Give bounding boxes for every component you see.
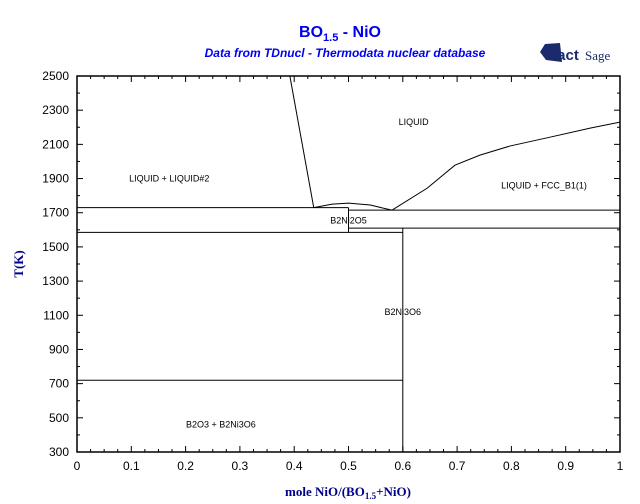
y-tick-label: 1900: [42, 172, 69, 186]
y-tick-label: 1300: [42, 274, 69, 288]
x-tick-label: 0.9: [557, 459, 574, 473]
y-tick-label: 700: [49, 377, 69, 391]
chart-title: BO1.5 - NiO: [299, 24, 381, 44]
plot-frame: [76, 75, 621, 453]
y-tick-label: 500: [49, 411, 69, 425]
x-tick-label: 0: [74, 459, 81, 473]
y-tick-label: 300: [49, 445, 69, 459]
y-tick-label: 2500: [42, 69, 69, 83]
x-tick-label: 1: [617, 459, 624, 473]
phase-label: B2Ni2O5: [330, 215, 367, 225]
phase-label: LIQUID + LIQUID#2: [129, 174, 209, 184]
y-tick-label: 900: [49, 342, 69, 356]
x-tick-label: 0.7: [449, 459, 466, 473]
phase-boundary-liquidus-right: [391, 121, 621, 211]
factsage-logo: Fact Sage: [540, 43, 611, 64]
y-tick-label: 1700: [42, 206, 69, 220]
y-tick-label: 1100: [43, 308, 69, 322]
svg-text:Fact: Fact: [548, 47, 579, 64]
x-tick-label: 0.6: [394, 459, 411, 473]
x-tick-label: 0.4: [286, 459, 303, 473]
y-tick-label: 1500: [42, 240, 69, 254]
x-tick-label: 0.8: [503, 459, 520, 473]
x-tick-label: 0.1: [123, 459, 140, 473]
x-tick-label: 0.2: [177, 459, 194, 473]
phase-label: LIQUID + FCC_B1(1): [501, 180, 587, 190]
phase-label: B2Ni3O6: [385, 307, 422, 317]
phase-boundary-B2Ni2O5-dome: [313, 202, 393, 211]
phase-label: B2O3 + B2Ni3O6: [186, 420, 256, 430]
y-tick-label: 2300: [42, 103, 69, 117]
y-axis-label: T(K): [11, 250, 26, 277]
chart-subtitle: Data from TDnucl - Thermodata nuclear da…: [205, 46, 486, 60]
phase-label: LIQUID: [399, 117, 430, 127]
x-axis-label: mole NiO/(BO1.5+NiO): [285, 484, 411, 501]
x-tick-label: 0.5: [340, 459, 357, 473]
x-tick-label: 0.3: [232, 459, 249, 473]
phase-boundary-liquidus-left: [289, 75, 315, 208]
y-tick-label: 2100: [42, 137, 69, 151]
svg-text:Sage: Sage: [585, 48, 611, 63]
